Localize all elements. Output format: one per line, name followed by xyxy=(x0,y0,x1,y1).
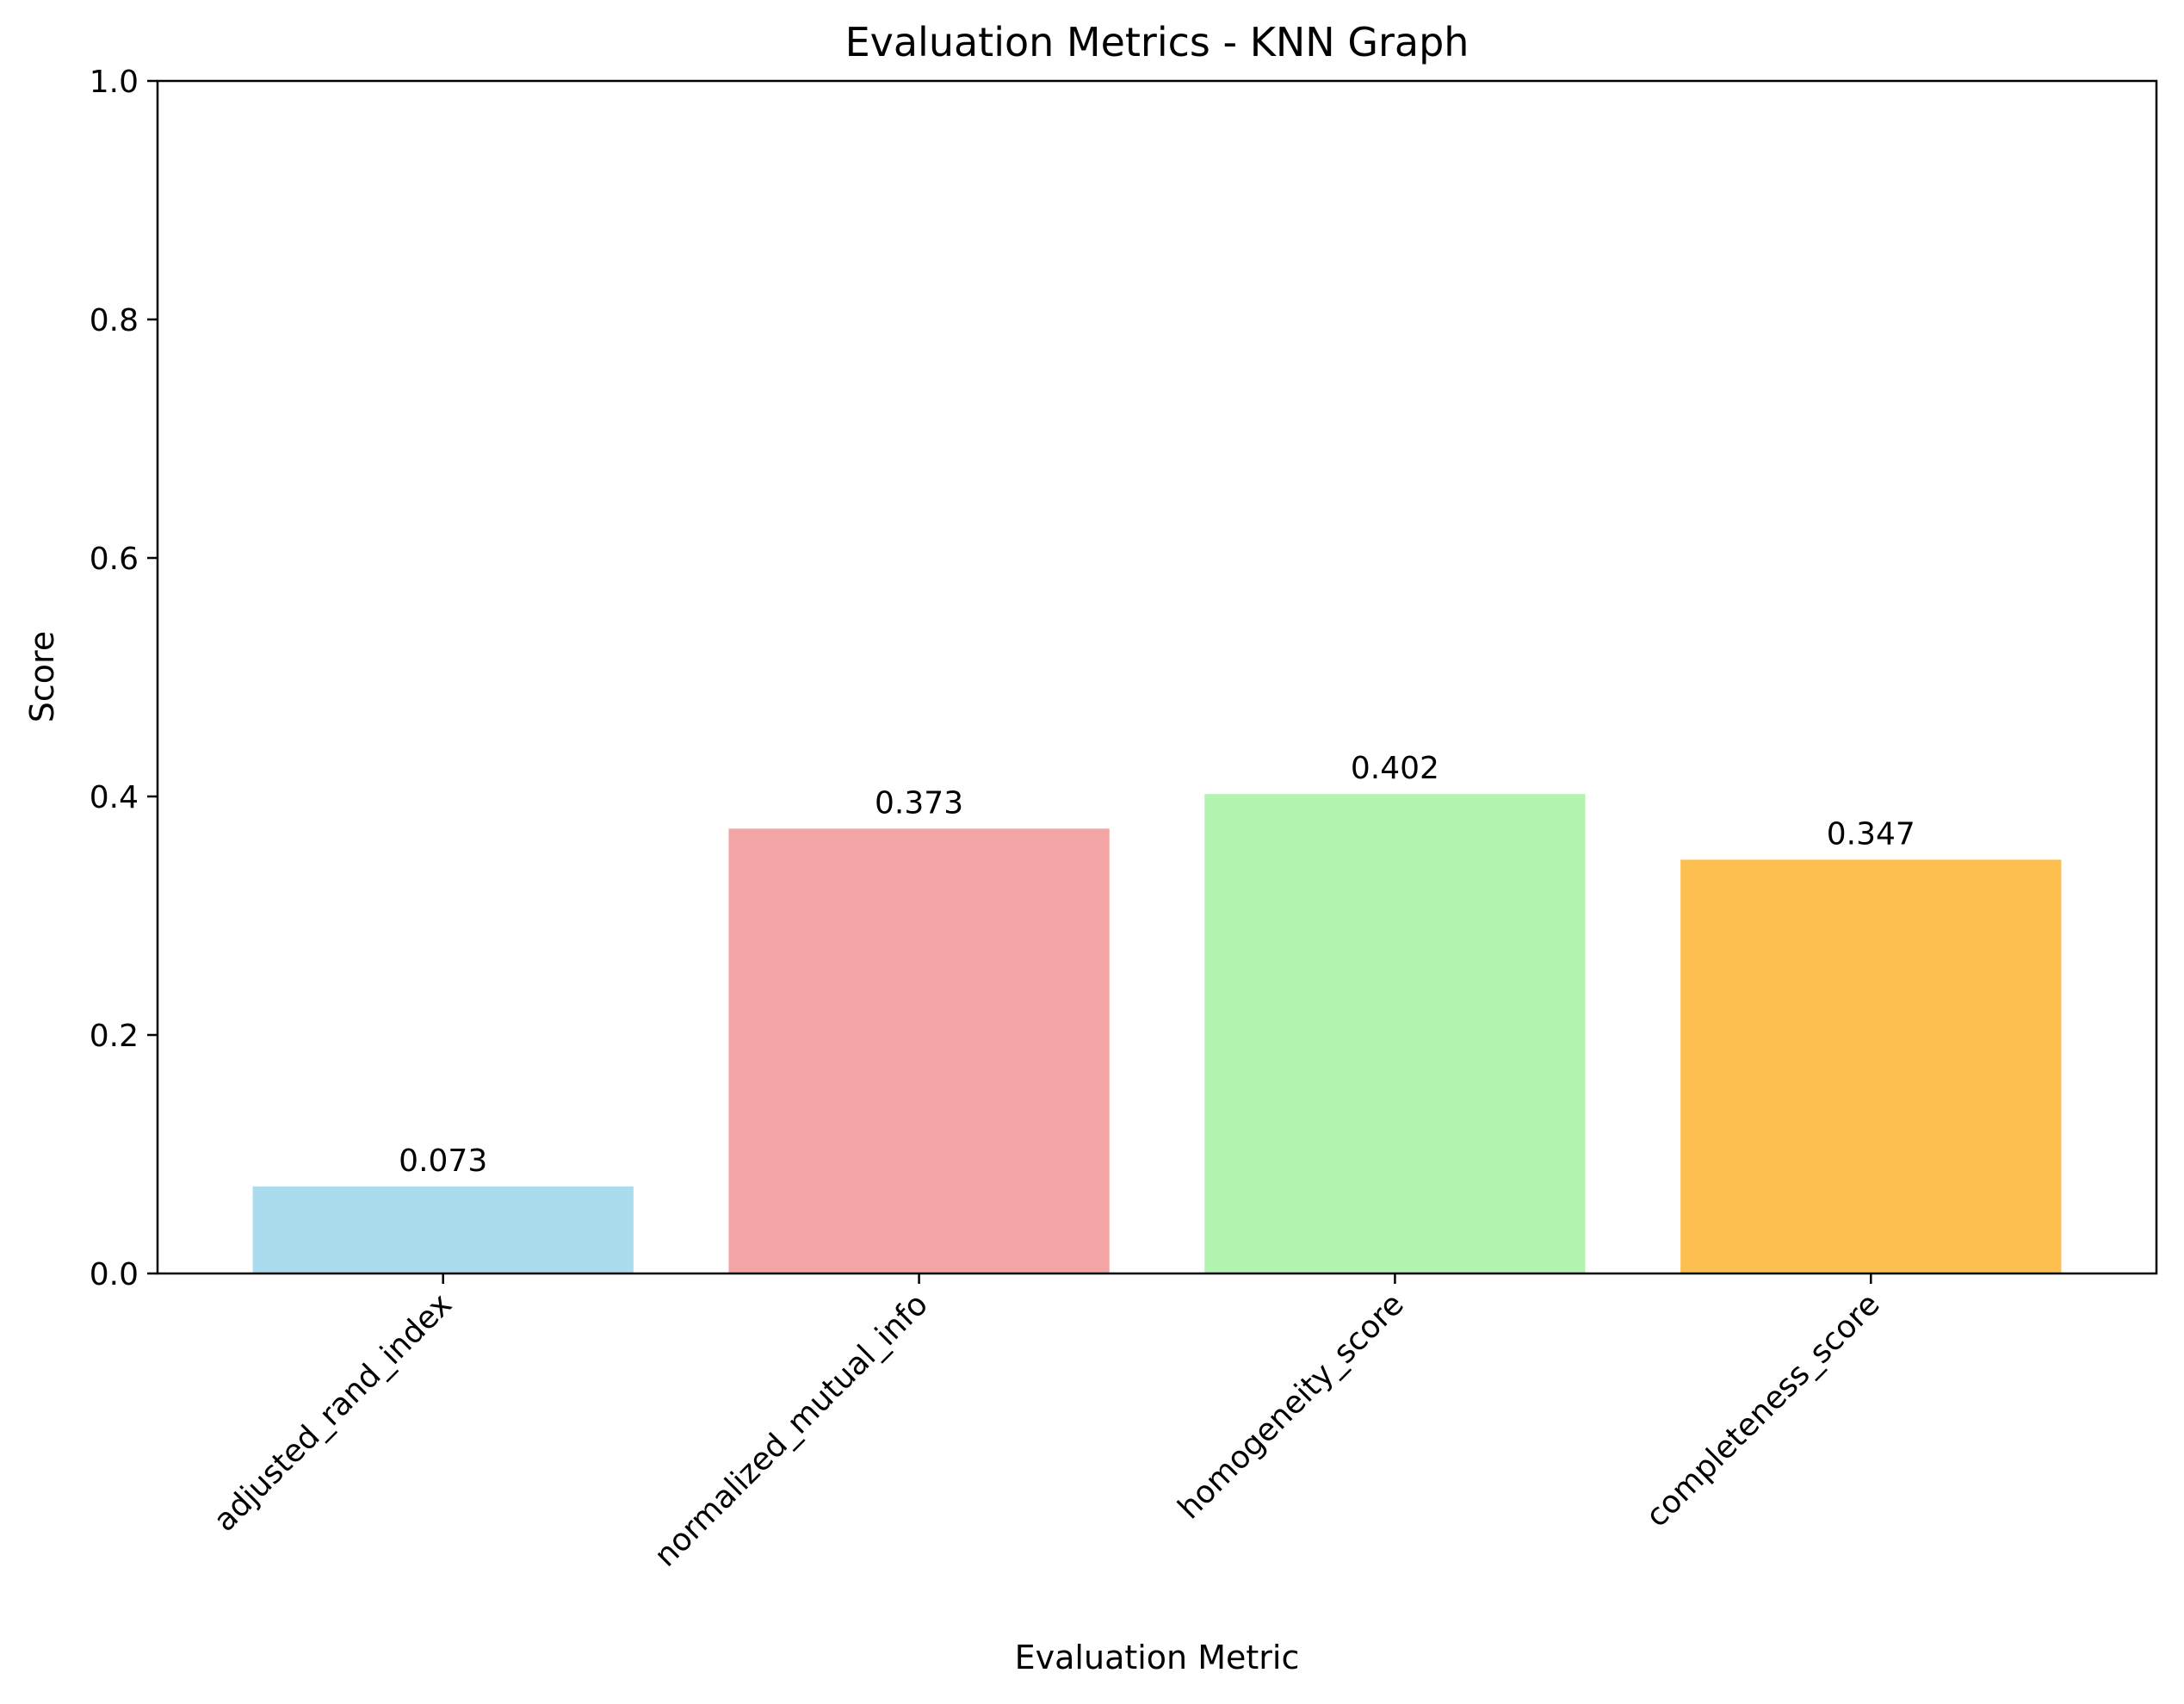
x-tick-label: homogeneity_score xyxy=(1172,1286,1411,1526)
bars-layer xyxy=(252,794,2062,1273)
x-axis: adjusted_rand_index normalized_mutual_inf… xyxy=(207,1273,1887,1574)
x-axis-label: Evaluation Metric xyxy=(1015,1639,1300,1676)
y-tick-label: 0.0 xyxy=(90,1257,139,1292)
x-tick-label: normalized_mutual_info xyxy=(648,1286,935,1573)
bar-value-label: 0.373 xyxy=(875,785,963,821)
y-tick-label: 0.4 xyxy=(90,780,139,815)
x-tick-label: completeness_score xyxy=(1639,1286,1886,1534)
y-tick-label: 0.2 xyxy=(90,1019,139,1054)
x-tick-label: adjusted_rand_index xyxy=(207,1286,459,1538)
bar-value-labels: 0.073 0.373 0.402 0.347 xyxy=(399,751,1915,1179)
chart-title: Evaluation Metrics - KNN Graph xyxy=(845,19,1469,65)
bar-adjusted-rand-index xyxy=(252,1186,634,1273)
bar-completeness-score xyxy=(1680,859,2062,1273)
y-tick-label: 0.8 xyxy=(90,303,139,338)
bar-normalized-mutual-info xyxy=(728,828,1110,1273)
y-tick-label: 0.6 xyxy=(90,542,139,577)
y-tick-label: 1.0 xyxy=(90,65,139,100)
y-axis: 0.0 0.2 0.4 0.6 0.8 1.0 xyxy=(90,65,158,1292)
bar-value-label: 0.402 xyxy=(1351,751,1439,786)
plot-frame xyxy=(156,79,2158,1275)
y-axis-label: Score xyxy=(23,631,61,722)
bar-value-label: 0.347 xyxy=(1827,816,1915,852)
bar-homogeneity-score xyxy=(1204,794,1586,1273)
bar-value-label: 0.073 xyxy=(399,1143,487,1179)
